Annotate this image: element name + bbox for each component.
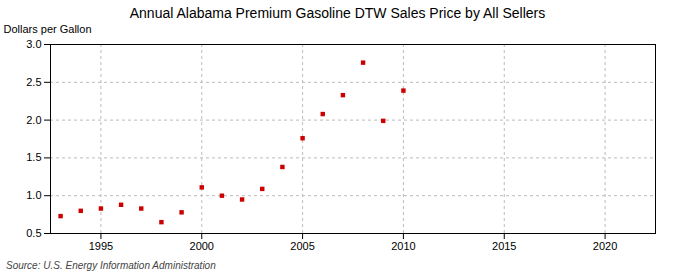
svg-text:1.5: 1.5 — [26, 151, 41, 163]
svg-text:2020: 2020 — [593, 240, 617, 252]
html-text:Annual Alabama Premium Gasolin: Annual Alabama Premium Gasoline DTW Sale… — [129, 5, 546, 21]
svg-text:0.5: 0.5 — [26, 227, 41, 239]
svg-text:2010: 2010 — [391, 240, 415, 252]
svg-text:2.0: 2.0 — [26, 114, 41, 126]
svg-text:1995: 1995 — [89, 240, 113, 252]
svg-text:2015: 2015 — [492, 240, 516, 252]
svg-text:2000: 2000 — [190, 240, 214, 252]
html-text:Source: U.S. Energy Informatio: Source: U.S. Energy Information Administ… — [6, 260, 216, 271]
svg-text:2005: 2005 — [290, 240, 314, 252]
svg-text:3.0: 3.0 — [26, 38, 41, 50]
svg-text:1.0: 1.0 — [26, 189, 41, 201]
svg-text:2.5: 2.5 — [26, 76, 41, 88]
svg-text:Dollars per Gallon: Dollars per Gallon — [4, 23, 92, 35]
